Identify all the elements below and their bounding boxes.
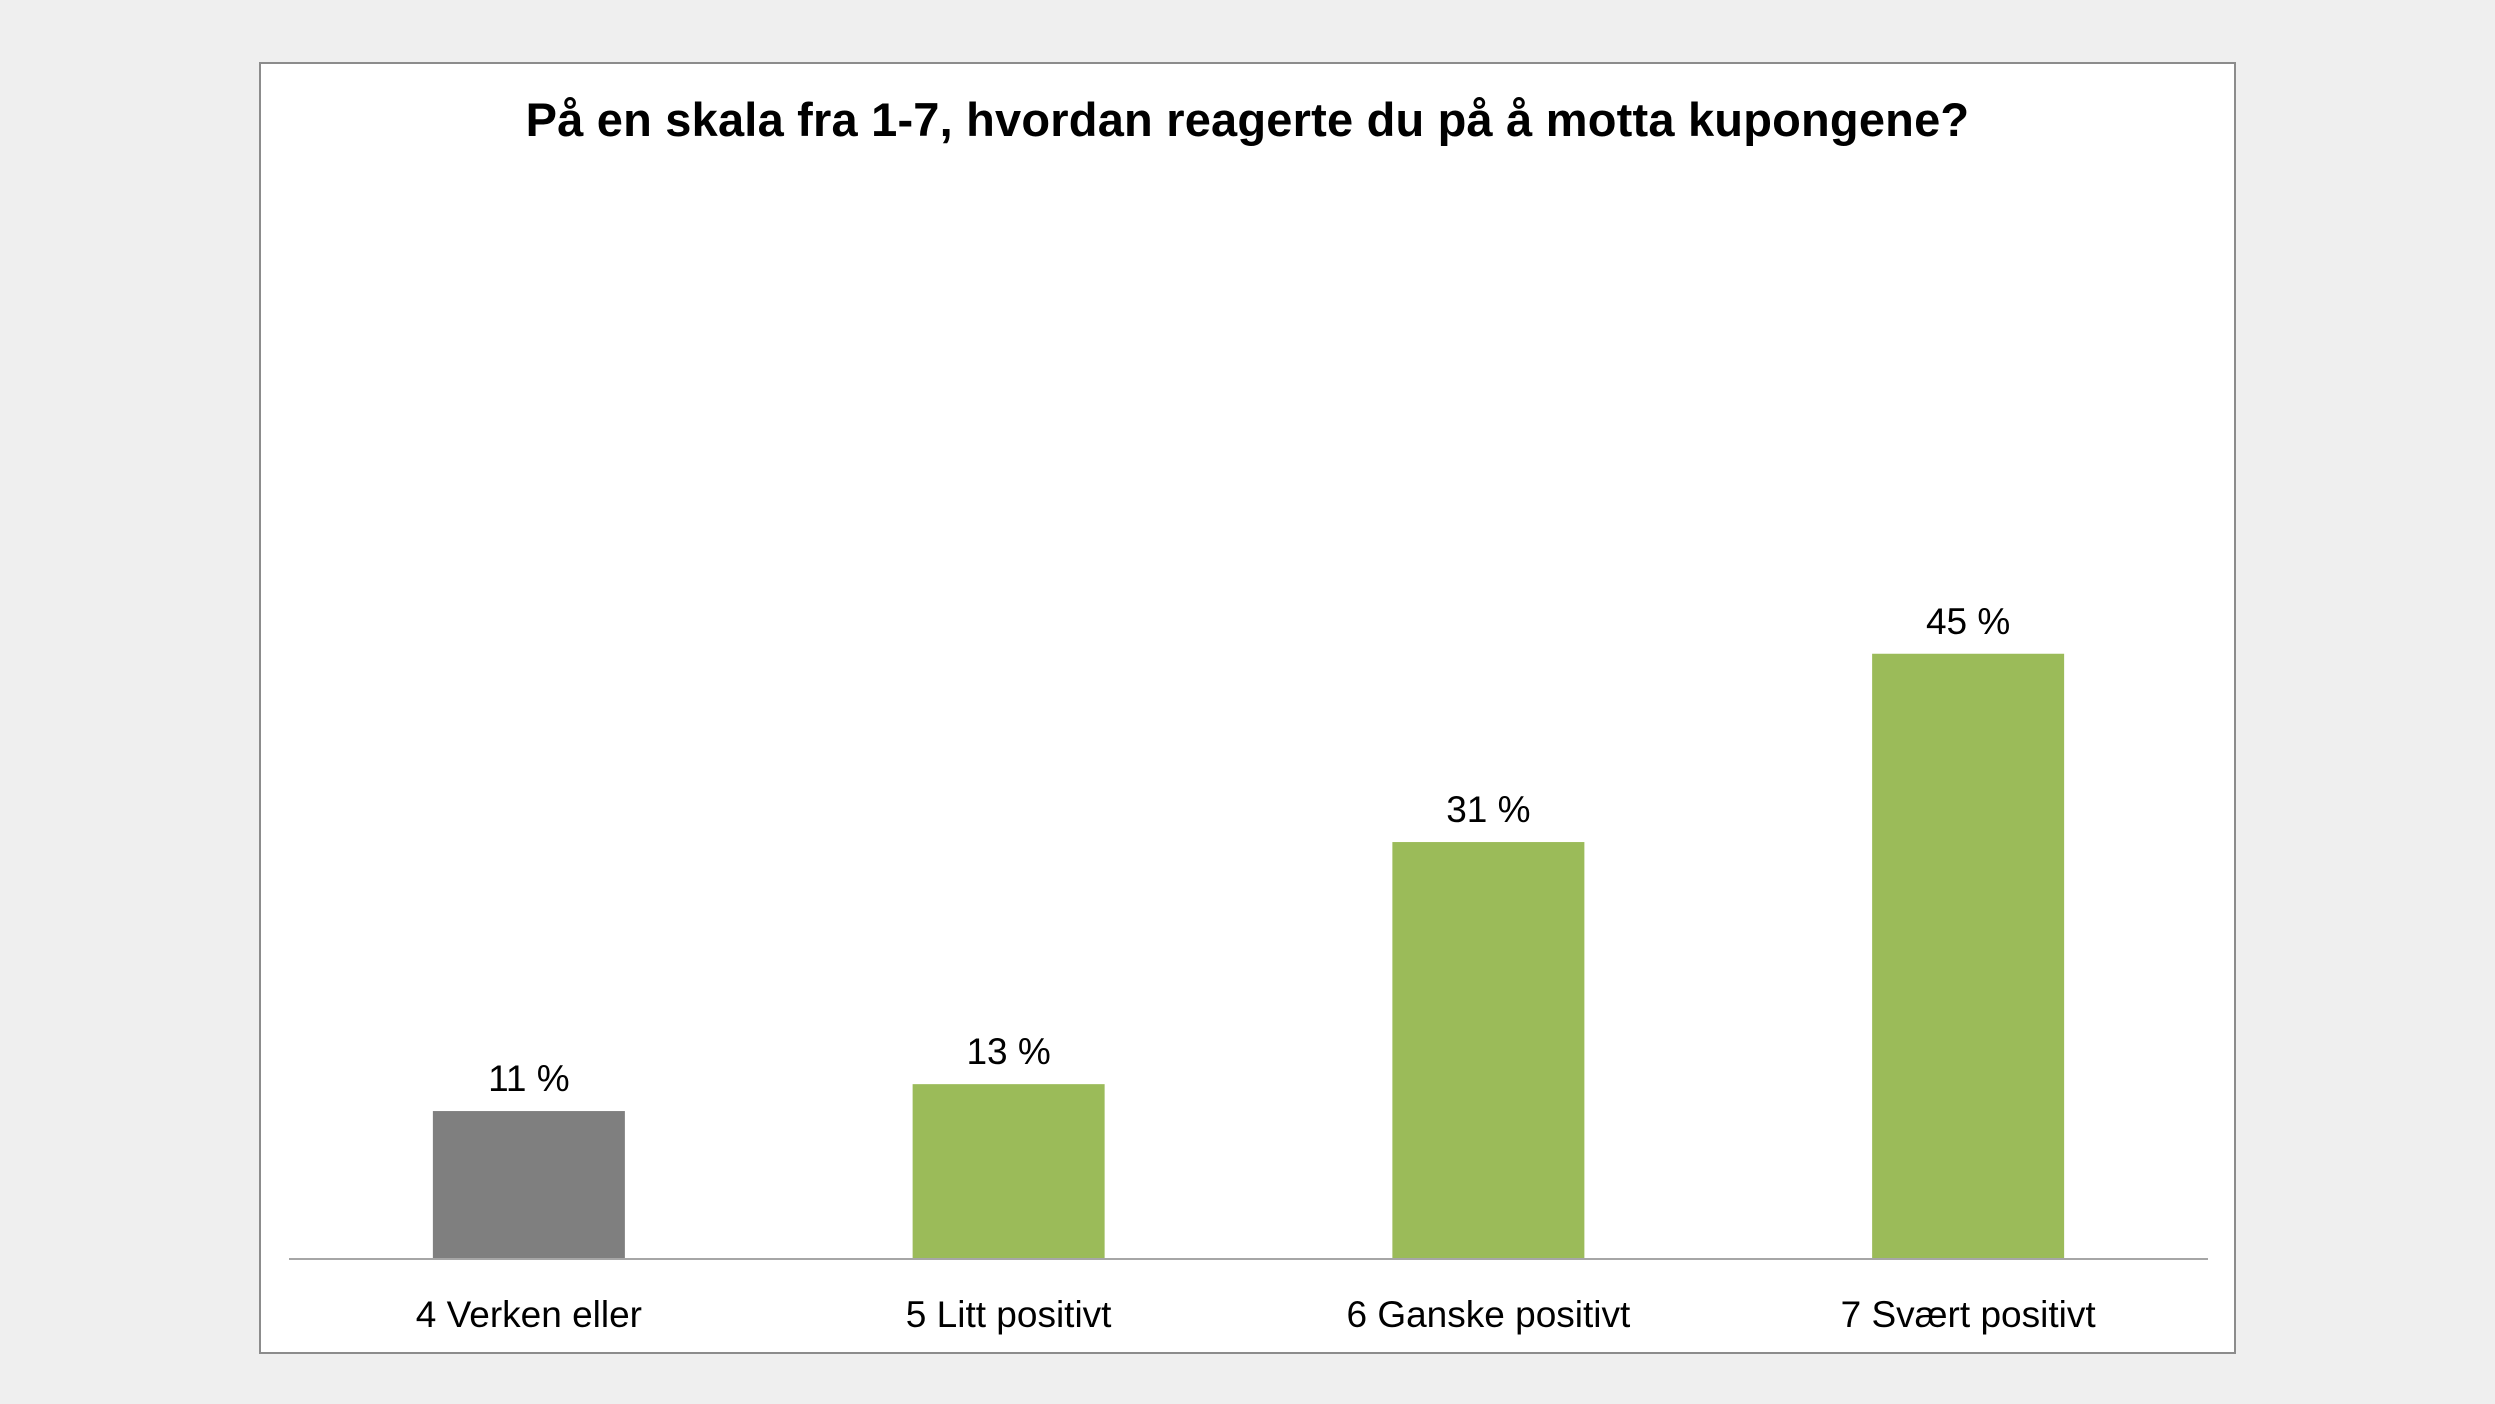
bar-chart-plot: 11 % 4 Verken eller 13 % 5 Litt positivt 31 … [289,601,2208,1335]
category-label-4: 7 Svært positivt [1841,1294,2097,1335]
chart-title: På en skala fra 1-7, hvordan reagerte du… [525,93,1970,146]
bars-group [432,653,2065,1259]
value-label-2: 13 % [966,1031,1050,1072]
category-label-1: 4 Verken eller [416,1294,642,1335]
value-label-4: 45 % [1926,601,2010,642]
value-label-1: 11 % [488,1058,570,1099]
chart-frame: På en skala fra 1-7, hvordan reagerte du… [259,62,2236,1354]
bar-2 [912,1084,1105,1259]
labels-group: 11 % 4 Verken eller 13 % 5 Litt positivt 31 … [416,601,2097,1335]
value-label-3: 31 % [1446,789,1530,830]
bar-4 [1872,653,2065,1259]
bar-3 [1392,842,1585,1259]
category-label-2: 5 Litt positivt [906,1294,1112,1335]
category-label-3: 6 Ganske positivt [1346,1294,1631,1335]
bar-1 [432,1111,625,1259]
